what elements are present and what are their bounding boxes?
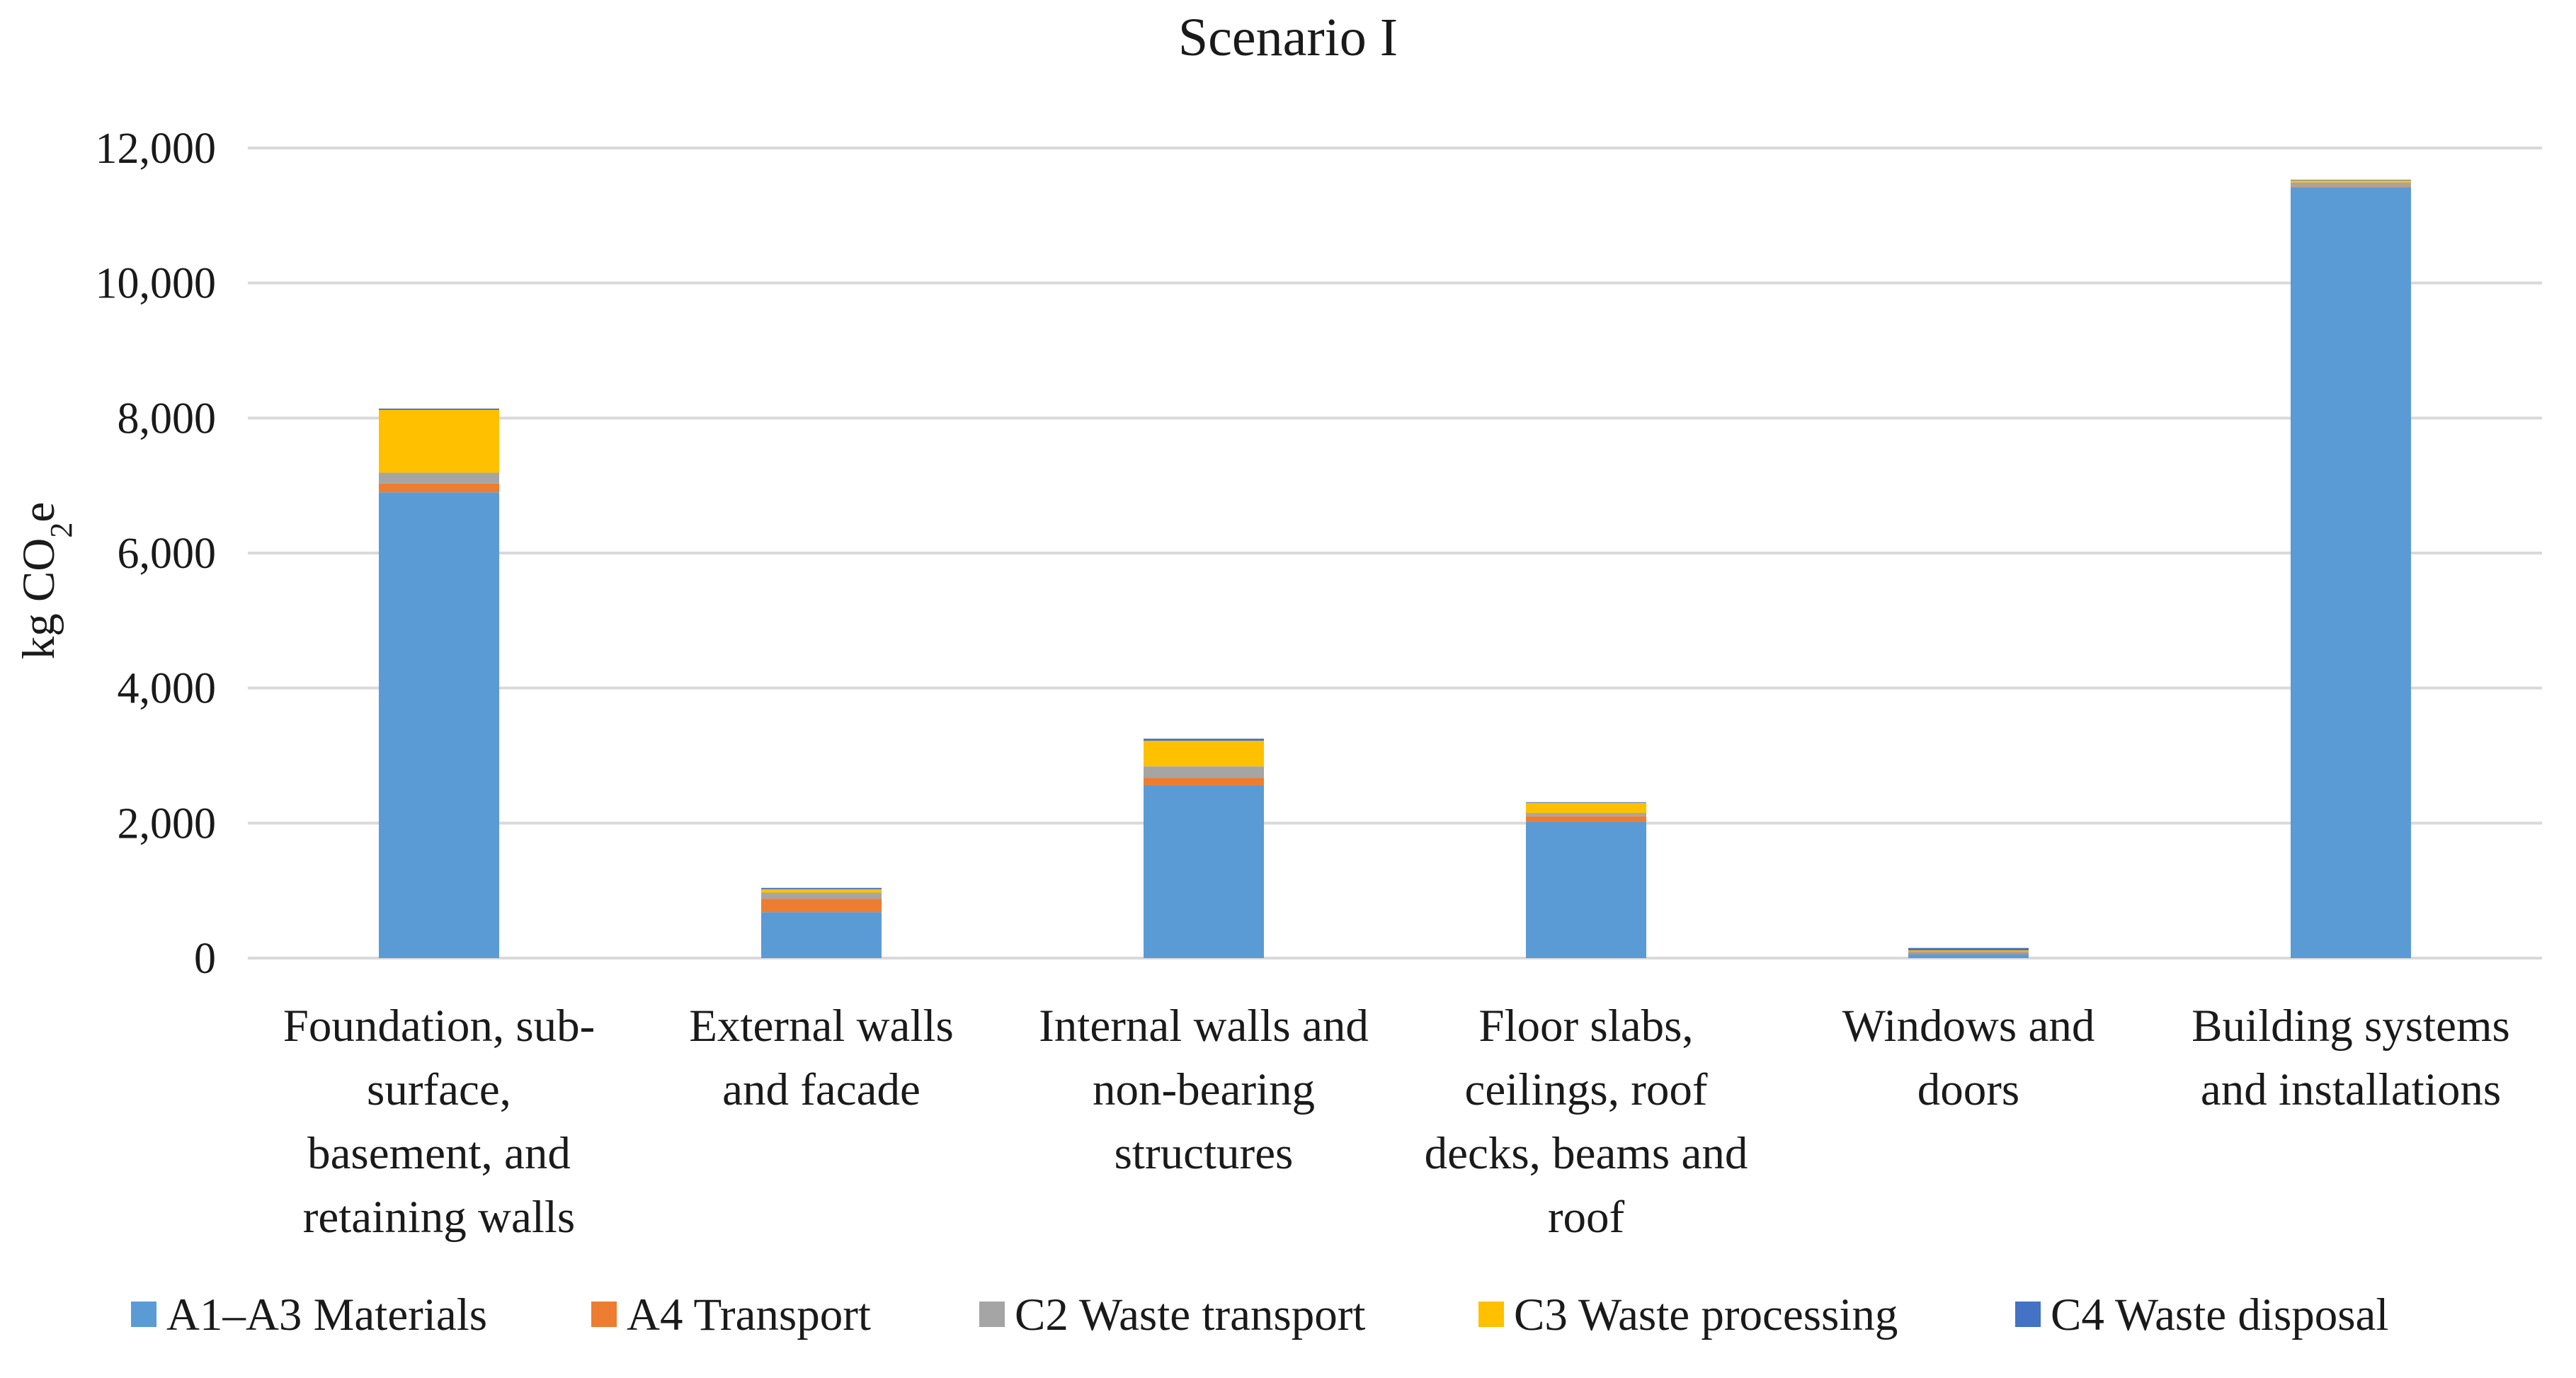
legend-swatch: [2015, 1302, 2041, 1327]
y-tick-label: 12,000: [96, 125, 217, 173]
legend-label: C3 Waste processing: [1514, 1289, 1898, 1340]
bar-segment: [1526, 802, 1646, 814]
bar-segment: [761, 892, 882, 899]
legend-swatch: [1478, 1302, 1504, 1327]
bar-segment: [761, 889, 882, 893]
bar-segment: [379, 483, 499, 493]
bar-segment: [1144, 785, 1264, 958]
bar-segment: [2291, 179, 2411, 181]
y-tick-label: 0: [194, 935, 216, 983]
legend-label: A1–A3 Materials: [166, 1289, 487, 1340]
legend-label: C2 Waste transport: [1015, 1289, 1365, 1340]
bar-segment: [2291, 186, 2411, 188]
bar-segment: [379, 492, 499, 958]
bar-segment: [379, 472, 499, 484]
y-tick-labels: 0 2,000 4,000 6,000 8,000 10,000 12,000: [96, 125, 217, 983]
bar-segment: [1526, 821, 1646, 958]
legend-swatch: [591, 1302, 617, 1327]
category-label: Building systems and installations: [2192, 1001, 2510, 1115]
y-tick-label: 4,000: [118, 665, 217, 713]
bar-segment: [1526, 813, 1646, 816]
bar-segment: [1144, 778, 1264, 785]
bar-segment: [761, 887, 882, 889]
y-tick-label: 10,000: [96, 260, 217, 308]
legend-swatch: [131, 1302, 156, 1327]
bar-segment: [379, 408, 499, 410]
category-label: Internal walls and non-bearing structures: [1039, 1001, 1369, 1179]
bar-segment: [1908, 950, 2029, 952]
y-tick-label: 8,000: [118, 394, 217, 443]
chart-title: Scenario I: [1178, 8, 1398, 67]
y-axis-label: kg CO2e: [13, 502, 79, 659]
category-label: Foundation, sub-surface, basement, and ret…: [283, 1001, 595, 1243]
bar-segment: [1908, 947, 2029, 951]
bar-segment: [1526, 802, 1646, 803]
legend-label: A4 Transport: [627, 1289, 871, 1340]
legend-swatch: [979, 1302, 1005, 1327]
bar-segment: [2291, 187, 2411, 958]
category-label: External walls and facade: [689, 1001, 954, 1115]
bar-segment: [1144, 739, 1264, 741]
category-label: Floor slabs, ceilings, roof decks, beams a…: [1425, 1001, 1748, 1243]
bar-segment: [2291, 182, 2411, 187]
bar-segment: [1144, 766, 1264, 778]
bar-segment: [2291, 180, 2411, 183]
category-label: Windows and doors: [1842, 1001, 2095, 1115]
bar-segment: [761, 912, 882, 958]
legend: A1–A3 Materials A4 Transport C2 Waste tran…: [131, 1289, 2388, 1340]
legend-label: C4 Waste disposal: [2051, 1289, 2388, 1340]
bar-segment: [1526, 816, 1646, 822]
gridlines: [248, 147, 2542, 960]
category-labels: Foundation, sub-surface, basement, and ret…: [283, 1001, 2510, 1243]
bar-segment: [1144, 741, 1264, 767]
y-tick-label: 6,000: [118, 530, 217, 578]
bar-segment: [1908, 954, 2029, 958]
bar-segment: [761, 899, 882, 913]
y-tick-label: 2,000: [118, 799, 217, 848]
bar-segment: [1908, 952, 2029, 955]
bar-segment: [379, 409, 499, 473]
bars: [379, 179, 2411, 958]
bar-segment: [1908, 951, 2029, 953]
